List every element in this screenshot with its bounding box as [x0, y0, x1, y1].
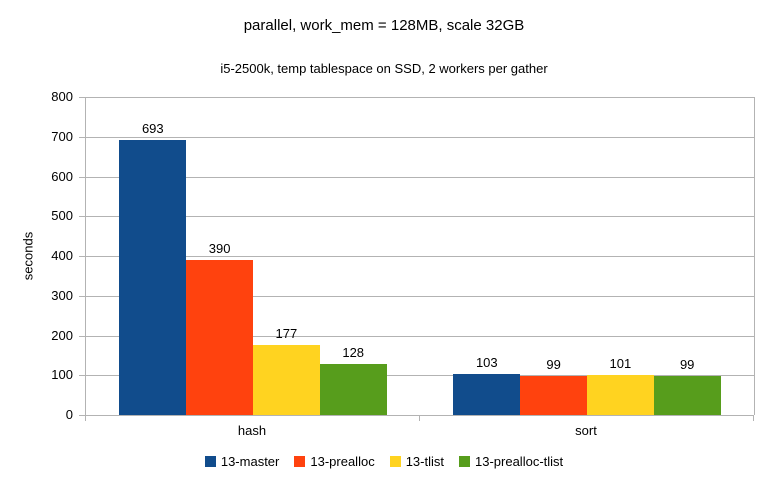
y-tick-mark: [79, 415, 85, 416]
gridline: [86, 256, 754, 257]
x-category-label: sort: [575, 423, 597, 438]
bar-value-label: 99: [679, 356, 695, 372]
bar-13-prealloc-tlist-sort: [653, 375, 721, 415]
x-category-label: hash: [237, 423, 267, 438]
y-tick-mark: [79, 136, 85, 138]
legend-label: 13-tlist: [405, 454, 444, 469]
legend-swatch-icon: [389, 456, 401, 467]
bar-13-tlist-sort: [587, 374, 654, 415]
legend-swatch-icon: [459, 456, 470, 467]
legend-item-13-tlist: 13-tlist: [389, 454, 444, 469]
gridline: [86, 176, 754, 178]
bar-value-label: 99: [546, 356, 561, 372]
x-axis-line: [80, 415, 754, 416]
y-tick-label: 500: [51, 208, 73, 224]
y-tick-label: 400: [51, 248, 73, 263]
y-tick-label: 200: [51, 327, 73, 343]
y-tick-label: 600: [51, 168, 73, 184]
y-tick-mark: [79, 216, 85, 218]
bar-13-tlist-hash: [253, 344, 320, 415]
y-tick-label: 100: [51, 367, 73, 383]
y-tick-mark: [79, 295, 85, 297]
x-tick-mark: [85, 415, 86, 421]
bar-13-master-sort: [453, 374, 521, 415]
y-tick-label: 300: [51, 287, 73, 303]
y-tick-label: 800: [51, 89, 73, 104]
bar-value-label: 101: [609, 355, 632, 371]
bar-13-prealloc-hash: [186, 259, 253, 415]
plot-area: 693 103 390 99 177 101 128 99: [85, 97, 755, 415]
y-tick-mark: [79, 375, 85, 377]
y-tick-mark: [79, 335, 85, 337]
gridline: [86, 375, 754, 377]
legend-item-13-master: 13-master: [204, 454, 280, 469]
chart-subtitle: i5-2500k, temp tablespace on SSD, 2 work…: [220, 61, 548, 76]
x-tick-mark: [753, 415, 754, 421]
y-tick-mark: [79, 97, 85, 98]
legend-label: 13-prealloc: [310, 454, 375, 469]
chart-title: parallel, work_mem = 128MB, scale 32GB: [243, 17, 525, 34]
y-tick-label: 0: [65, 407, 73, 422]
gridline: [86, 216, 754, 218]
y-tick-mark: [79, 256, 85, 257]
bar-value-label: 177: [275, 325, 298, 341]
y-tick-mark: [79, 176, 85, 178]
legend-swatch-icon: [204, 456, 216, 467]
legend-item-13-prealloc: 13-prealloc: [294, 454, 375, 469]
legend: 13-master 13-prealloc 13-tlist 13-prealloc-…: [0, 454, 768, 469]
legend-label: 13-master: [220, 454, 280, 469]
legend-item-13-prealloc-tlist: 13-prealloc-tlist: [459, 454, 563, 469]
bar-value-label: 390: [208, 240, 231, 256]
gridline: [86, 335, 754, 337]
bar-value-label: 693: [141, 120, 164, 136]
legend-label: 13-prealloc-tlist: [475, 454, 564, 469]
x-tick-mark: [419, 415, 420, 421]
bar-value-label: 128: [342, 345, 365, 361]
bar-13-master-hash: [119, 139, 187, 415]
gridline: [86, 295, 754, 297]
gridline: [86, 97, 754, 98]
y-tick-label: 700: [51, 128, 73, 144]
bar-13-prealloc-sort: [520, 375, 587, 415]
bar-13-prealloc-tlist-hash: [319, 364, 387, 415]
legend-swatch-icon: [294, 456, 306, 467]
gridline: [86, 136, 754, 138]
bar-value-label: 103: [475, 355, 498, 371]
